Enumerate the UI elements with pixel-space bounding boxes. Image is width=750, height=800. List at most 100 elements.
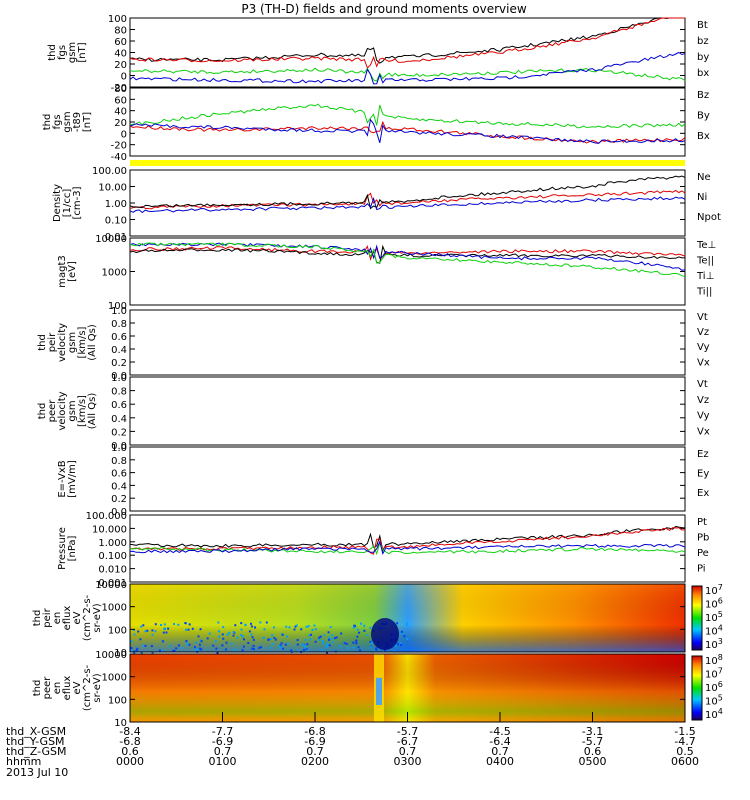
svg-text:thd: thd (42, 114, 53, 131)
x-axis-block: thd_X-GSM -8.4 -7.7 -6.8 -5.7 -4.5 -3.1 -1.5 thd… (6, 712, 699, 768)
y-tick-label: -40 (111, 152, 127, 163)
panel-9: 10000 1000 100 10 thd peir en eflux eV (cm^2-s-sr… (32, 580, 723, 659)
y-tick-label: 0.0 (111, 371, 127, 382)
y-tick-label: -20 (111, 141, 127, 152)
legend-pe: Pe (697, 548, 709, 559)
x-tick-value: -4.7 (674, 735, 695, 748)
svg-text:E=-VxB: E=-VxB (57, 460, 68, 497)
y-tick-label: 100.000 (86, 511, 127, 522)
x-row-label: thd_Y-GSM (6, 735, 65, 748)
colorbar (691, 655, 703, 721)
panel-7: 1.0 0.8 0.60.4 0.2 0.0 E=-VxB [mV/m] Ez Ey Ex (57, 443, 709, 518)
svg-text:[nPa]: [nPa] (67, 535, 78, 561)
legend-bt: Bt (697, 20, 708, 31)
colorbar-label: 106 (705, 680, 723, 694)
colorbar-label: 104 (705, 624, 723, 638)
y-tick-label: 0.001 (98, 578, 127, 589)
y-tick-label: 40 (114, 49, 127, 60)
series-ti-line (129, 242, 686, 278)
svg-text:gsm: gsm (67, 332, 78, 353)
svg-text:Density: Density (52, 184, 63, 222)
spectrogram-ion-dip (371, 618, 399, 650)
y-axis-label: magt3 [eV] (57, 255, 78, 288)
y-axis-label: thd peir en eflux eV (cm^2-s-sr-eV) (32, 594, 103, 641)
y-tick-label: 1000 (102, 268, 127, 279)
y-tick-label: 100 (108, 625, 127, 636)
y-tick-label: 40 (114, 107, 127, 118)
series-pt-line (129, 525, 686, 552)
y-tick-label: -20 (111, 83, 127, 94)
series-bt-line (130, 17, 685, 64)
svg-text:[cm-3]: [cm-3] (72, 186, 83, 219)
series-te-line (129, 244, 686, 264)
colorbar-label: 106 (705, 597, 723, 611)
legend-vx: Vx (697, 426, 710, 437)
x-tick-value: -6.7 (397, 735, 418, 748)
colorbar-label: 105 (705, 694, 723, 708)
x-tick-value: 0.5 (676, 745, 694, 758)
x-tick-value: -1.5 (674, 725, 695, 738)
y-axis-label: thd peer en eflux eV (cm^2-s-sr-eV) (32, 664, 103, 711)
legend-ni: Ni (697, 192, 707, 203)
legend-pi: Pi (697, 564, 706, 575)
legend-ti: Ti⊥ (696, 271, 714, 282)
colorbar-label: 107 (705, 583, 723, 597)
legend-ey: Ey (697, 468, 709, 479)
y-tick-label: 1.000 (98, 538, 127, 549)
panel-frame (129, 309, 686, 376)
y-tick-label: 0.8 (111, 456, 127, 467)
svg-text:eV: eV (72, 681, 83, 694)
svg-text:(cm^2-s-: (cm^2-s- (82, 664, 93, 711)
series-bz-line (129, 120, 686, 144)
x-tick-value: -8.4 (119, 725, 140, 738)
svg-text:gsm: gsm (67, 400, 78, 421)
svg-text:velocity: velocity (57, 391, 68, 430)
y-axis-label: thd fgs gsm -t89 [nT] (42, 111, 93, 132)
figure-title: P3 (TH-D) fields and ground moments over… (241, 2, 526, 16)
svg-text:[1/cc]: [1/cc] (62, 189, 73, 218)
svg-text:peir: peir (42, 607, 53, 627)
panel-frame (129, 583, 686, 653)
legend-te: Te|| (696, 256, 714, 267)
y-axis-label: thd fgs gsm [nT] (47, 42, 88, 63)
x-row-label: thd_Z-GSM (6, 745, 66, 758)
y-axis-label: thd peir velocity gsm [km/s] (All Qs) (37, 323, 98, 362)
x-tick-value: -5.7 (397, 725, 418, 738)
y-tick-label: 60 (114, 37, 127, 48)
y-tick-label: 80 (114, 26, 127, 37)
svg-text:eflux: eflux (62, 606, 73, 631)
y-axis-label: thd peer velocity gsm [km/s] (All Qs) (37, 391, 98, 430)
svg-text:[eV]: [eV] (67, 261, 78, 282)
x-tick-value: 0.6 (584, 745, 602, 758)
y-tick-label: 0.01 (105, 232, 127, 243)
svg-text:thd: thd (32, 680, 43, 697)
x-tick-value: -6.9 (212, 735, 233, 748)
x-tick-value: 0.7 (214, 745, 232, 758)
y-tick-label: 10000 (95, 234, 127, 245)
panel-5: 1.0 0.8 0.6 0.4 0.2 0.0 thd peir velocity gsm [km/… (37, 306, 710, 382)
panel-frame (129, 17, 686, 88)
legend-by: by (697, 52, 709, 63)
y-tick-label: 1000 (102, 603, 127, 614)
series-bx-line (129, 51, 686, 85)
legend-npot: Npot (697, 212, 721, 223)
x-tick-value: -7.7 (212, 725, 233, 738)
panel-3: 100.00 10.00 1.00 0.10 0.01 Density [1/cc] [cm-… (52, 166, 721, 243)
series-bz-line (129, 17, 685, 69)
panel-4: 10000 1000 100 magt3 [eV] Te⊥ Te|| Ti⊥ Ti|| (57, 234, 716, 312)
series-by-line (129, 67, 686, 82)
y-tick-label: 0 (121, 129, 127, 140)
x-tick-value: -5.7 (582, 735, 603, 748)
series-by-line (129, 103, 686, 129)
colorbar-label: 104 (705, 707, 723, 721)
colorbar (691, 585, 703, 651)
svg-text:thd: thd (32, 610, 43, 627)
y-tick-label: 1.0 (111, 373, 127, 384)
y-tick-label: 0.8 (111, 387, 127, 398)
svg-text:magt3: magt3 (57, 255, 68, 288)
y-tick-label: 20 (114, 60, 127, 71)
x-row-label: hhmm (6, 755, 41, 768)
y-tick-label: 1.00 (105, 199, 127, 210)
legend-ti: Ti|| (696, 287, 712, 298)
